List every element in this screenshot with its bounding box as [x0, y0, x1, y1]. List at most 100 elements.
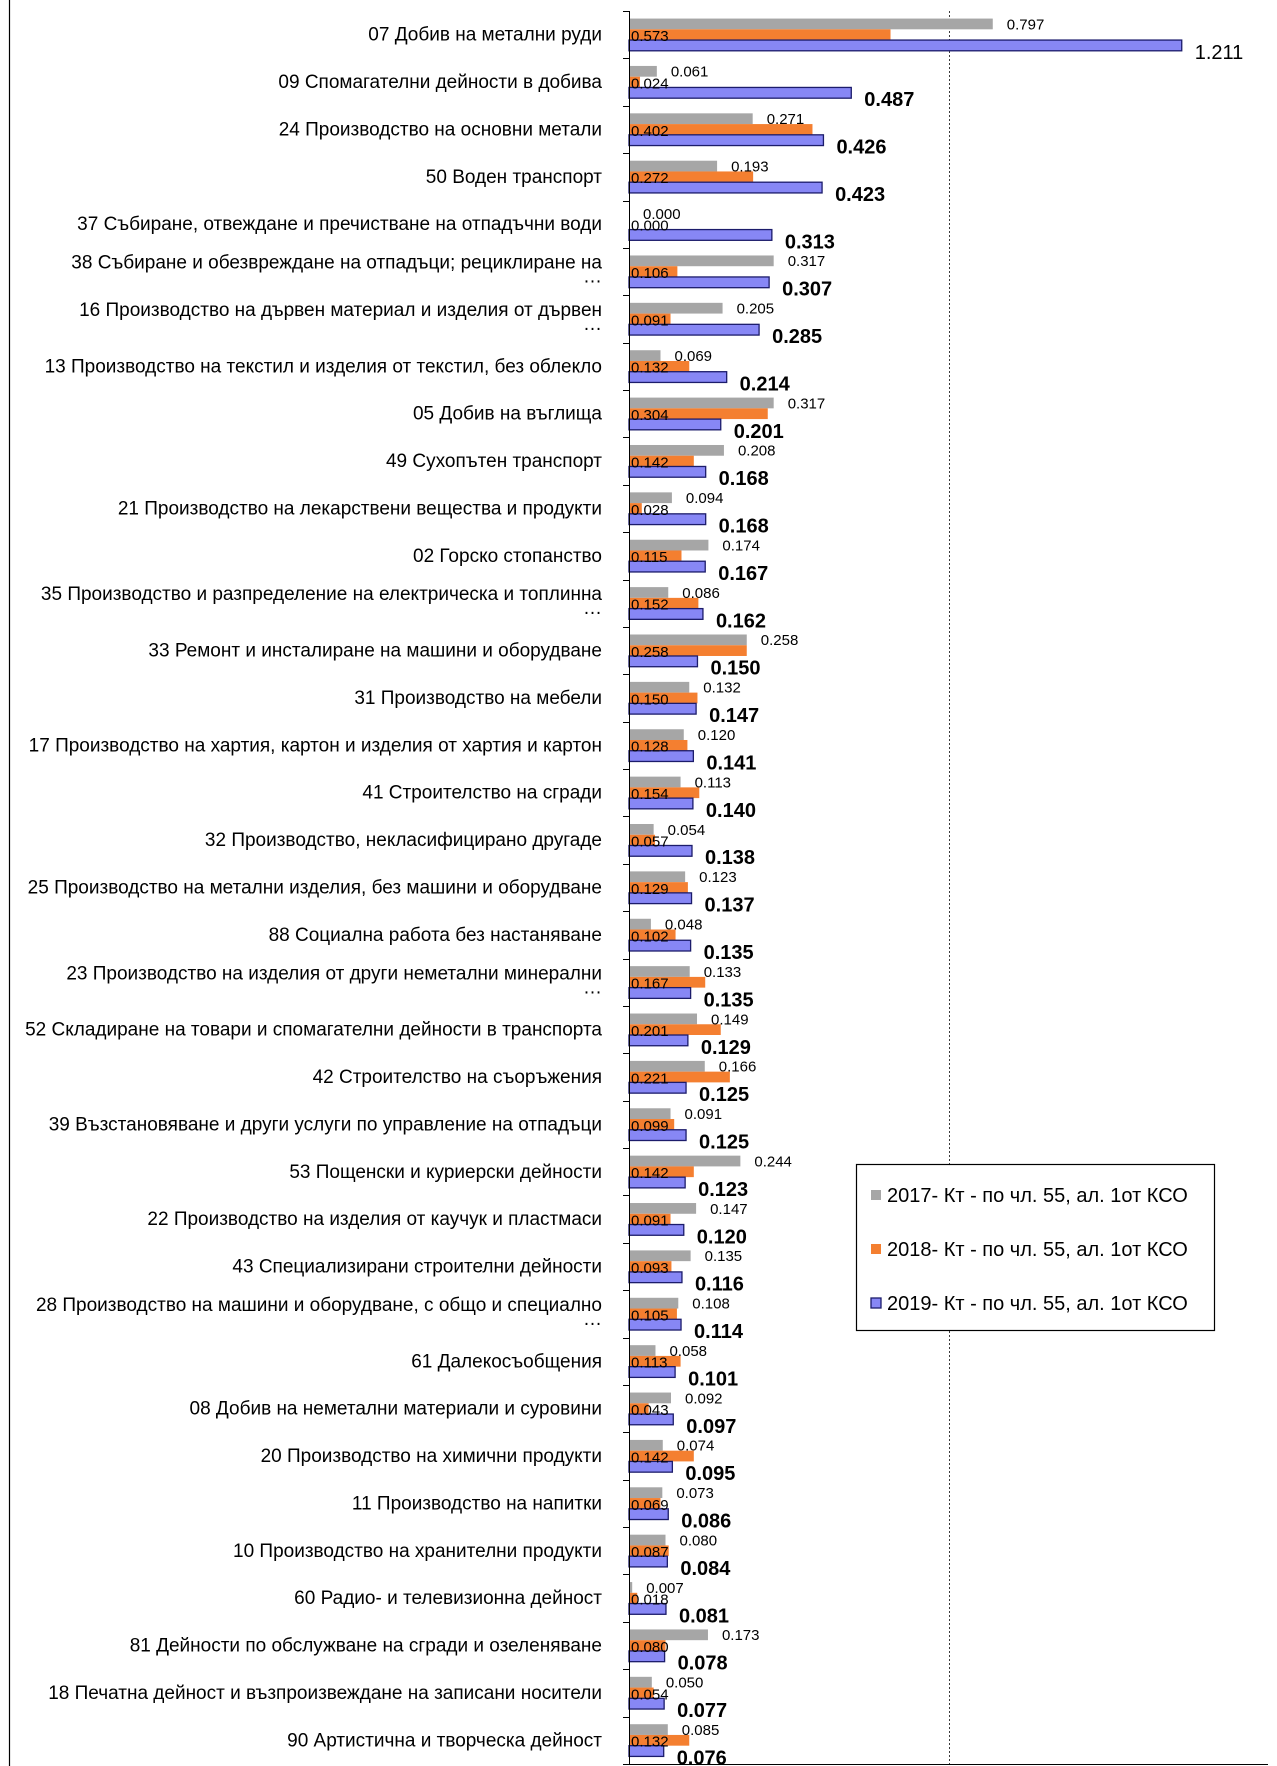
data-label-series-2-category-30: 0.043 [631, 1402, 669, 1419]
data-label-series-3-category-36: 0.077 [677, 1700, 727, 1722]
data-label-series-3-category-9: 0.201 [734, 421, 784, 443]
legend-item-2017: 2017- Кт - по чл. 55, ал. 1от КСО [871, 1185, 1188, 1207]
data-label-series-2-category-16: 0.128 [631, 739, 669, 756]
data-label-series-1-category-30: 0.092 [685, 1390, 723, 1407]
bar-series-2-category-14 [629, 645, 747, 656]
data-label-series-1-category-29: 0.058 [669, 1343, 707, 1360]
bar-series-1-category-13 [629, 587, 669, 598]
bar-series-1-category-36 [629, 1676, 652, 1688]
category-label-3: 24 Производство на основни метали [279, 119, 602, 140]
category-axis-ticks [623, 11, 629, 1765]
data-label-series-3-category-20: 0.135 [704, 942, 754, 964]
bar-series-2-category-7 [629, 313, 671, 325]
data-label-series-3-category-24: 0.125 [699, 1132, 749, 1154]
data-label-series-1-category-9: 0.317 [788, 395, 826, 412]
data-label-series-3-category-27: 0.116 [695, 1274, 744, 1296]
data-label-series-3-category-33: 0.084 [680, 1558, 731, 1580]
data-label-series-1-category-17: 0.113 [695, 774, 731, 791]
data-label-series-3-category-8: 0.214 [740, 373, 791, 395]
data-label-series-1-category-27: 0.135 [705, 1248, 743, 1265]
bar-series-2-category-18 [629, 834, 656, 846]
data-label-series-2-category-17: 0.154 [631, 786, 669, 803]
bar-series-2-category-20 [629, 929, 676, 941]
bar-series-1-category-35 [629, 1629, 708, 1641]
bar-series-1-category-33 [629, 1534, 666, 1546]
category-label-10: 49 Сухопътен транспорт [386, 451, 602, 472]
data-label-series-1-category-13: 0.086 [682, 585, 720, 602]
data-label-series-1-category-33: 0.080 [680, 1532, 718, 1549]
data-label-series-3-category-15: 0.147 [709, 705, 759, 727]
bar-series-2-category-30 [629, 1403, 649, 1415]
category-label-30: 08 Добив на неметални материали и сурови… [190, 1399, 602, 1420]
bar-series-2-category-8 [629, 360, 690, 372]
data-label-series-2-category-26: 0.091 [631, 1213, 669, 1230]
bar-series-1-category-12 [629, 539, 709, 551]
category-label-11: 21 Производство на лекарствени вещества … [118, 498, 602, 519]
data-label-series-1-category-25: 0.244 [754, 1153, 792, 1170]
legend-label-2018: 2018- Кт - по чл. 55, ал. 1от КСО [887, 1239, 1188, 1261]
bar-series-1-category-15 [629, 681, 690, 693]
data-label-series-3-category-31: 0.095 [685, 1463, 735, 1485]
category-labels: 07 Добив на метални руди 09 Спомагателни … [25, 25, 602, 1752]
data-label-series-2-category-13: 0.152 [631, 597, 669, 614]
bar-series-1-category-23 [629, 1060, 705, 1072]
category-label-36: 18 Печатна дейност и възпроизвеждане на … [48, 1683, 602, 1704]
bar-series-1-category-4 [629, 160, 718, 172]
bar-series-2-category-21 [629, 976, 706, 988]
data-label-series-1-category-6: 0.317 [788, 253, 826, 270]
category-label-33: 10 Производство на хранителни продукти [233, 1541, 602, 1562]
category-label-2: 09 Спомагателни дейности в добива [278, 72, 602, 93]
bar-series-2-category-13 [629, 597, 699, 609]
data-label-series-2-category-18: 0.057 [631, 833, 669, 850]
data-label-series-1-category-11: 0.094 [686, 490, 724, 507]
bar-series-2-category-10 [629, 455, 694, 467]
category-label-31: 20 Производство на химични продукти [261, 1446, 602, 1467]
category-label-19: 25 Производство на метални изделия, без … [28, 878, 602, 899]
bar-series-2-category-24 [629, 1119, 675, 1130]
data-label-series-2-category-1: 0.573 [631, 28, 669, 45]
data-label-series-3-category-37: 0.076 [677, 1747, 727, 1766]
bar-series-2-category-3 [629, 124, 813, 135]
legend-box [855, 1163, 1216, 1332]
bar-series-2-category-22 [629, 1024, 721, 1035]
category-label-28: 28 Производство на машини и оборудване, … [36, 1295, 602, 1330]
data-label-series-3-category-10: 0.168 [719, 468, 769, 490]
data-label-series-3-category-23: 0.125 [699, 1084, 749, 1106]
bar-series-2-category-16 [629, 739, 688, 751]
data-label-series-1-category-21: 0.133 [704, 964, 742, 981]
bar-series-1-category-17 [629, 776, 681, 788]
category-label-23: 42 Строителство на съоръжения [313, 1067, 602, 1088]
data-label-series-2-category-32: 0.069 [631, 1497, 669, 1514]
bar-series-1-category-19 [629, 871, 686, 883]
data-label-series-2-category-21: 0.167 [631, 976, 669, 993]
bar-series-2-category-6 [629, 266, 678, 277]
bar-series-1-category-27 [629, 1250, 691, 1262]
data-label-series-1-category-1: 0.797 [1007, 16, 1045, 33]
data-label-series-3-category-32: 0.086 [681, 1511, 731, 1533]
bar-series-2-category-11 [629, 503, 642, 514]
data-label-series-1-category-14: 0.258 [761, 632, 799, 649]
data-label-series-2-category-37: 0.132 [631, 1734, 669, 1751]
data-label-series-1-category-35: 0.173 [722, 1627, 760, 1644]
data-label-series-3-category-26: 0.120 [697, 1226, 747, 1248]
data-label-series-3-category-17: 0.140 [706, 800, 756, 822]
data-label-series-3-category-16: 0.141 [706, 752, 756, 774]
bar-series-1-category-18 [629, 824, 654, 835]
data-label-series-1-category-23: 0.166 [719, 1059, 757, 1076]
bar-series-1-category-11 [629, 492, 672, 504]
data-label-series-2-category-3: 0.402 [631, 123, 669, 140]
data-label-series-2-category-19: 0.129 [631, 881, 669, 898]
category-label-37: 90 Артистична и творческа дейност [287, 1730, 602, 1751]
category-label-26: 22 Производство на изделия от каучук и п… [147, 1209, 602, 1230]
data-label-series-3-category-3: 0.426 [836, 137, 886, 159]
data-label-series-1-category-31: 0.074 [677, 1438, 715, 1455]
category-label-5: 37 Събиране, отвеждане и пречистване на … [77, 214, 602, 235]
data-label-series-3-category-28: 0.114 [694, 1321, 744, 1343]
data-label-series-2-category-33: 0.087 [631, 1544, 669, 1561]
bar-series-1-category-10 [629, 444, 724, 456]
data-label-series-2-category-5: 0.000 [631, 218, 669, 235]
data-label-series-2-category-11: 0.028 [631, 502, 669, 519]
data-label-series-3-category-22: 0.129 [701, 1037, 751, 1059]
bar-series-1-category-26 [629, 1203, 697, 1214]
